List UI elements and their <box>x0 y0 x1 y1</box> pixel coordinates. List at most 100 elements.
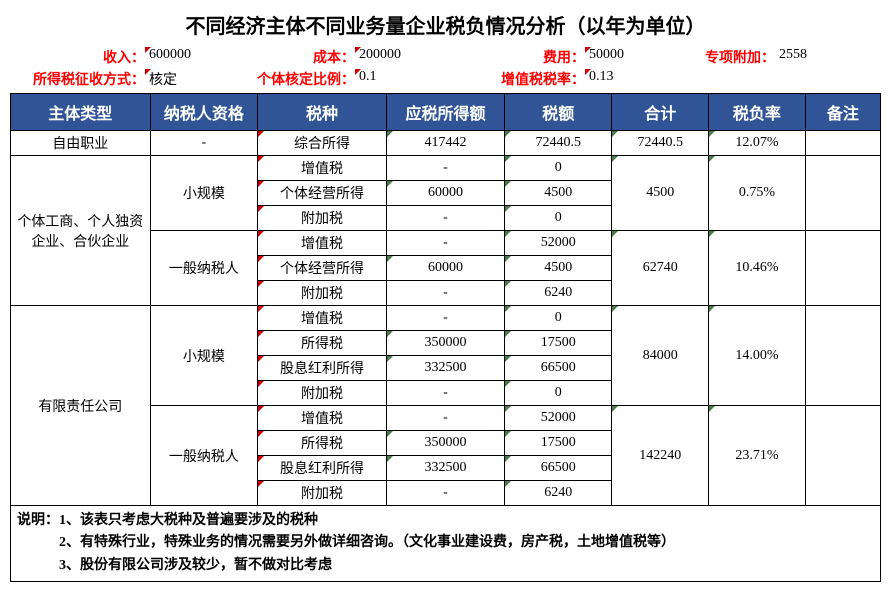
cell-base: - <box>386 381 504 406</box>
cell-amt: 17500 <box>505 331 612 356</box>
total-text: 84000 <box>643 348 678 363</box>
cell-amt: 4500 <box>505 256 612 281</box>
total-text: 4500 <box>646 185 674 200</box>
cell-tax: 附加税 <box>258 381 387 406</box>
cell-base: - <box>386 206 504 231</box>
vat-text: 0.13 <box>589 69 614 84</box>
base-text: 60000 <box>428 260 463 275</box>
total-text: 142240 <box>639 448 681 463</box>
cell-amt: 6240 <box>505 481 612 506</box>
cell-base: 60000 <box>386 181 504 206</box>
cell-tax: 附加税 <box>258 206 387 231</box>
tax-text: 附加税 <box>301 287 343 302</box>
th-base: 应税所得额 <box>386 94 504 131</box>
special-label: 专项附加： <box>665 47 775 67</box>
amt-text: 0 <box>555 160 562 175</box>
cell-amt: 0 <box>505 156 612 181</box>
cell-note <box>805 406 880 506</box>
amt-text: 52000 <box>541 410 576 425</box>
method-text: 核定 <box>149 73 177 88</box>
expense-text: 50000 <box>589 47 624 62</box>
cell-tax: 股息红利所得 <box>258 356 387 381</box>
table-row: 个体工商、个人独资企业、合伙企业 小规模 增值税 - 0 4500 0.75% <box>11 156 881 181</box>
cell-rate: 23.71% <box>709 406 806 506</box>
amt-text: 6240 <box>544 485 572 500</box>
tax-text: 综合所得 <box>294 137 350 152</box>
cell-base: - <box>386 481 504 506</box>
rate-text: 14.00% <box>735 348 778 363</box>
rate-text: 23.71% <box>735 448 778 463</box>
cell-amt: 6240 <box>505 281 612 306</box>
cell-tax: 个体经营所得 <box>258 256 387 281</box>
income-label: 收入： <box>10 47 145 67</box>
ratio-label: 个体核定比例： <box>235 69 355 89</box>
cell-base: - <box>386 406 504 431</box>
table-row: 自由职业 - 综合所得 417442 72440.5 72440.5 12.07… <box>11 131 881 156</box>
cell-amt: 72440.5 <box>505 131 612 156</box>
cell-rate: 14.00% <box>709 306 806 406</box>
base-text: 332500 <box>424 460 466 475</box>
cell-base: - <box>386 306 504 331</box>
cell-qual: 小规模 <box>150 306 257 406</box>
cell-rate: 10.46% <box>709 231 806 306</box>
th-note: 备注 <box>805 94 880 131</box>
cell-tax: 综合所得 <box>258 131 387 156</box>
cell-tax: 增值税 <box>258 306 387 331</box>
cell-base: - <box>386 231 504 256</box>
cell-note <box>805 156 880 231</box>
cost-label: 成本： <box>235 47 355 67</box>
amt-text: 0 <box>555 210 562 225</box>
cell-qual: 一般纳税人 <box>150 231 257 306</box>
th-amt: 税额 <box>505 94 612 131</box>
cell-tax: 增值税 <box>258 231 387 256</box>
amt-text: 4500 <box>544 185 572 200</box>
cell-amt: 66500 <box>505 356 612 381</box>
tax-text: 增值税 <box>301 412 343 427</box>
base-text: 350000 <box>424 435 466 450</box>
note-line-3: 3、股份有限公司涉及较少，暂不做对比考虑 <box>17 555 874 577</box>
cell-base: - <box>386 281 504 306</box>
note-line-2: 2、有特殊行业，特殊业务的情况需要另外做详细咨询。（文化事业建设费，房产税，土地… <box>17 532 874 554</box>
cell-amt: 0 <box>505 381 612 406</box>
th-qual: 纳税人资格 <box>150 94 257 131</box>
cell-total: 62740 <box>612 231 709 306</box>
expense-label: 费用： <box>455 47 585 67</box>
page-title: 不同经济主体不同业务量企业税负情况分析（以年为单位） <box>10 10 881 39</box>
cell-rate: 0.75% <box>709 156 806 231</box>
vat-label: 增值税税率： <box>455 69 585 89</box>
special-value: 2558 <box>775 47 835 67</box>
cell-total: 72440.5 <box>612 131 709 156</box>
amt-text: 4500 <box>544 260 572 275</box>
cell-rate: 12.07% <box>709 131 806 156</box>
tax-text: 所得税 <box>301 337 343 352</box>
cell-total: 84000 <box>612 306 709 406</box>
th-tax: 税种 <box>258 94 387 131</box>
amt-text: 0 <box>555 310 562 325</box>
cost-value: 200000 <box>355 47 455 67</box>
cell-amt: 52000 <box>505 231 612 256</box>
cell-tax: 股息红利所得 <box>258 456 387 481</box>
cell-tax: 个体经营所得 <box>258 181 387 206</box>
amt-text: 66500 <box>541 460 576 475</box>
note-line-1: 说明：1、该表只考虑大税种及普遍要涉及的税种 <box>17 510 874 532</box>
cell-tax: 增值税 <box>258 406 387 431</box>
tax-text: 个体经营所得 <box>280 187 364 202</box>
notes-section: 说明：1、该表只考虑大税种及普遍要涉及的税种 2、有特殊行业，特殊业务的情况需要… <box>10 506 881 582</box>
cell-tax: 增值税 <box>258 156 387 181</box>
cell-amt: 4500 <box>505 181 612 206</box>
amt-text: 17500 <box>541 435 576 450</box>
cell-base: 350000 <box>386 331 504 356</box>
tax-text: 股息红利所得 <box>280 462 364 477</box>
tax-text: 附加税 <box>301 487 343 502</box>
cell-total: 142240 <box>612 406 709 506</box>
amt-text: 0 <box>555 385 562 400</box>
cell-qual: - <box>150 131 257 156</box>
base-text: 60000 <box>428 185 463 200</box>
cell-base: 332500 <box>386 356 504 381</box>
base-text: 332500 <box>424 360 466 375</box>
tax-table: 主体类型 纳税人资格 税种 应税所得额 税额 合计 税负率 备注 自由职业 - … <box>10 93 881 506</box>
cell-qual: 一般纳税人 <box>150 406 257 506</box>
cell-note <box>805 131 880 156</box>
tax-text: 附加税 <box>301 212 343 227</box>
amt-text: 6240 <box>544 285 572 300</box>
